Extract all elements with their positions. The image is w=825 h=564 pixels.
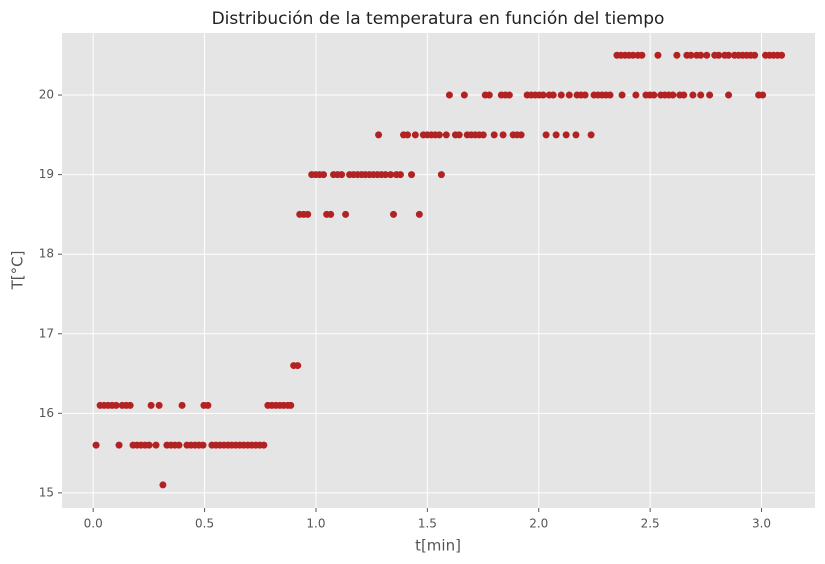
point: [126, 401, 134, 409]
x-tick-label: 1.5: [418, 517, 437, 531]
point: [499, 131, 507, 139]
point: [396, 171, 404, 179]
point: [327, 210, 335, 218]
point: [92, 441, 100, 449]
point: [199, 441, 207, 449]
x-tick-label: 1.0: [306, 517, 325, 531]
y-axis-label: T[°C]: [9, 251, 27, 291]
chart-title: Distribución de la temperatura en funció…: [212, 9, 665, 29]
point: [638, 51, 646, 59]
point: [715, 51, 723, 59]
y-tick-label: 19: [39, 167, 54, 181]
point: [654, 51, 662, 59]
point: [479, 131, 487, 139]
point: [115, 441, 123, 449]
point: [147, 401, 155, 409]
y-tick-label: 17: [39, 326, 54, 340]
point: [632, 91, 640, 99]
point: [669, 91, 677, 99]
point: [287, 401, 295, 409]
point: [565, 91, 573, 99]
point: [751, 51, 759, 59]
point: [320, 171, 328, 179]
point: [687, 51, 695, 59]
point: [338, 171, 346, 179]
y-tick-label: 16: [39, 406, 54, 420]
point: [689, 91, 697, 99]
point: [505, 91, 513, 99]
point: [562, 131, 570, 139]
point: [159, 481, 167, 489]
point: [304, 210, 312, 218]
point: [549, 91, 557, 99]
point: [725, 91, 733, 99]
point: [178, 401, 186, 409]
point: [442, 131, 450, 139]
point: [342, 210, 350, 218]
point: [485, 91, 493, 99]
point: [581, 91, 589, 99]
point: [725, 51, 733, 59]
point: [415, 210, 423, 218]
point: [552, 131, 560, 139]
point: [408, 171, 416, 179]
y-tick-label: 18: [39, 247, 54, 261]
x-tick-label: 3.0: [752, 517, 771, 531]
point: [204, 401, 212, 409]
point: [572, 131, 580, 139]
plot-area: [62, 33, 815, 508]
x-tick-label: 2.0: [529, 517, 548, 531]
point: [404, 131, 412, 139]
point: [673, 51, 681, 59]
point: [490, 131, 498, 139]
point: [460, 91, 468, 99]
point: [587, 131, 595, 139]
point: [152, 441, 160, 449]
point: [175, 441, 183, 449]
point: [145, 441, 153, 449]
point: [703, 51, 711, 59]
point: [294, 362, 302, 370]
point: [697, 91, 705, 99]
point: [542, 131, 550, 139]
point: [606, 91, 614, 99]
point: [437, 171, 445, 179]
point: [260, 441, 268, 449]
point: [455, 131, 463, 139]
point: [381, 171, 389, 179]
point: [411, 131, 419, 139]
point: [629, 51, 637, 59]
point: [445, 91, 453, 99]
point: [759, 91, 767, 99]
point: [112, 401, 120, 409]
point: [375, 131, 383, 139]
point: [557, 91, 565, 99]
point: [680, 91, 688, 99]
point: [387, 171, 395, 179]
x-tick-label: 2.5: [641, 517, 660, 531]
y-tick-label: 20: [39, 88, 54, 102]
point: [517, 131, 525, 139]
point: [618, 91, 626, 99]
point: [389, 210, 397, 218]
point: [155, 401, 163, 409]
point: [706, 91, 714, 99]
point: [539, 91, 547, 99]
point: [435, 131, 443, 139]
x-tick-label: 0.5: [195, 517, 214, 531]
x-axis-label: t[min]: [415, 537, 461, 555]
y-tick-label: 15: [39, 485, 54, 499]
point: [778, 51, 786, 59]
point: [650, 91, 658, 99]
point: [697, 51, 705, 59]
x-tick-label: 0.0: [84, 517, 103, 531]
